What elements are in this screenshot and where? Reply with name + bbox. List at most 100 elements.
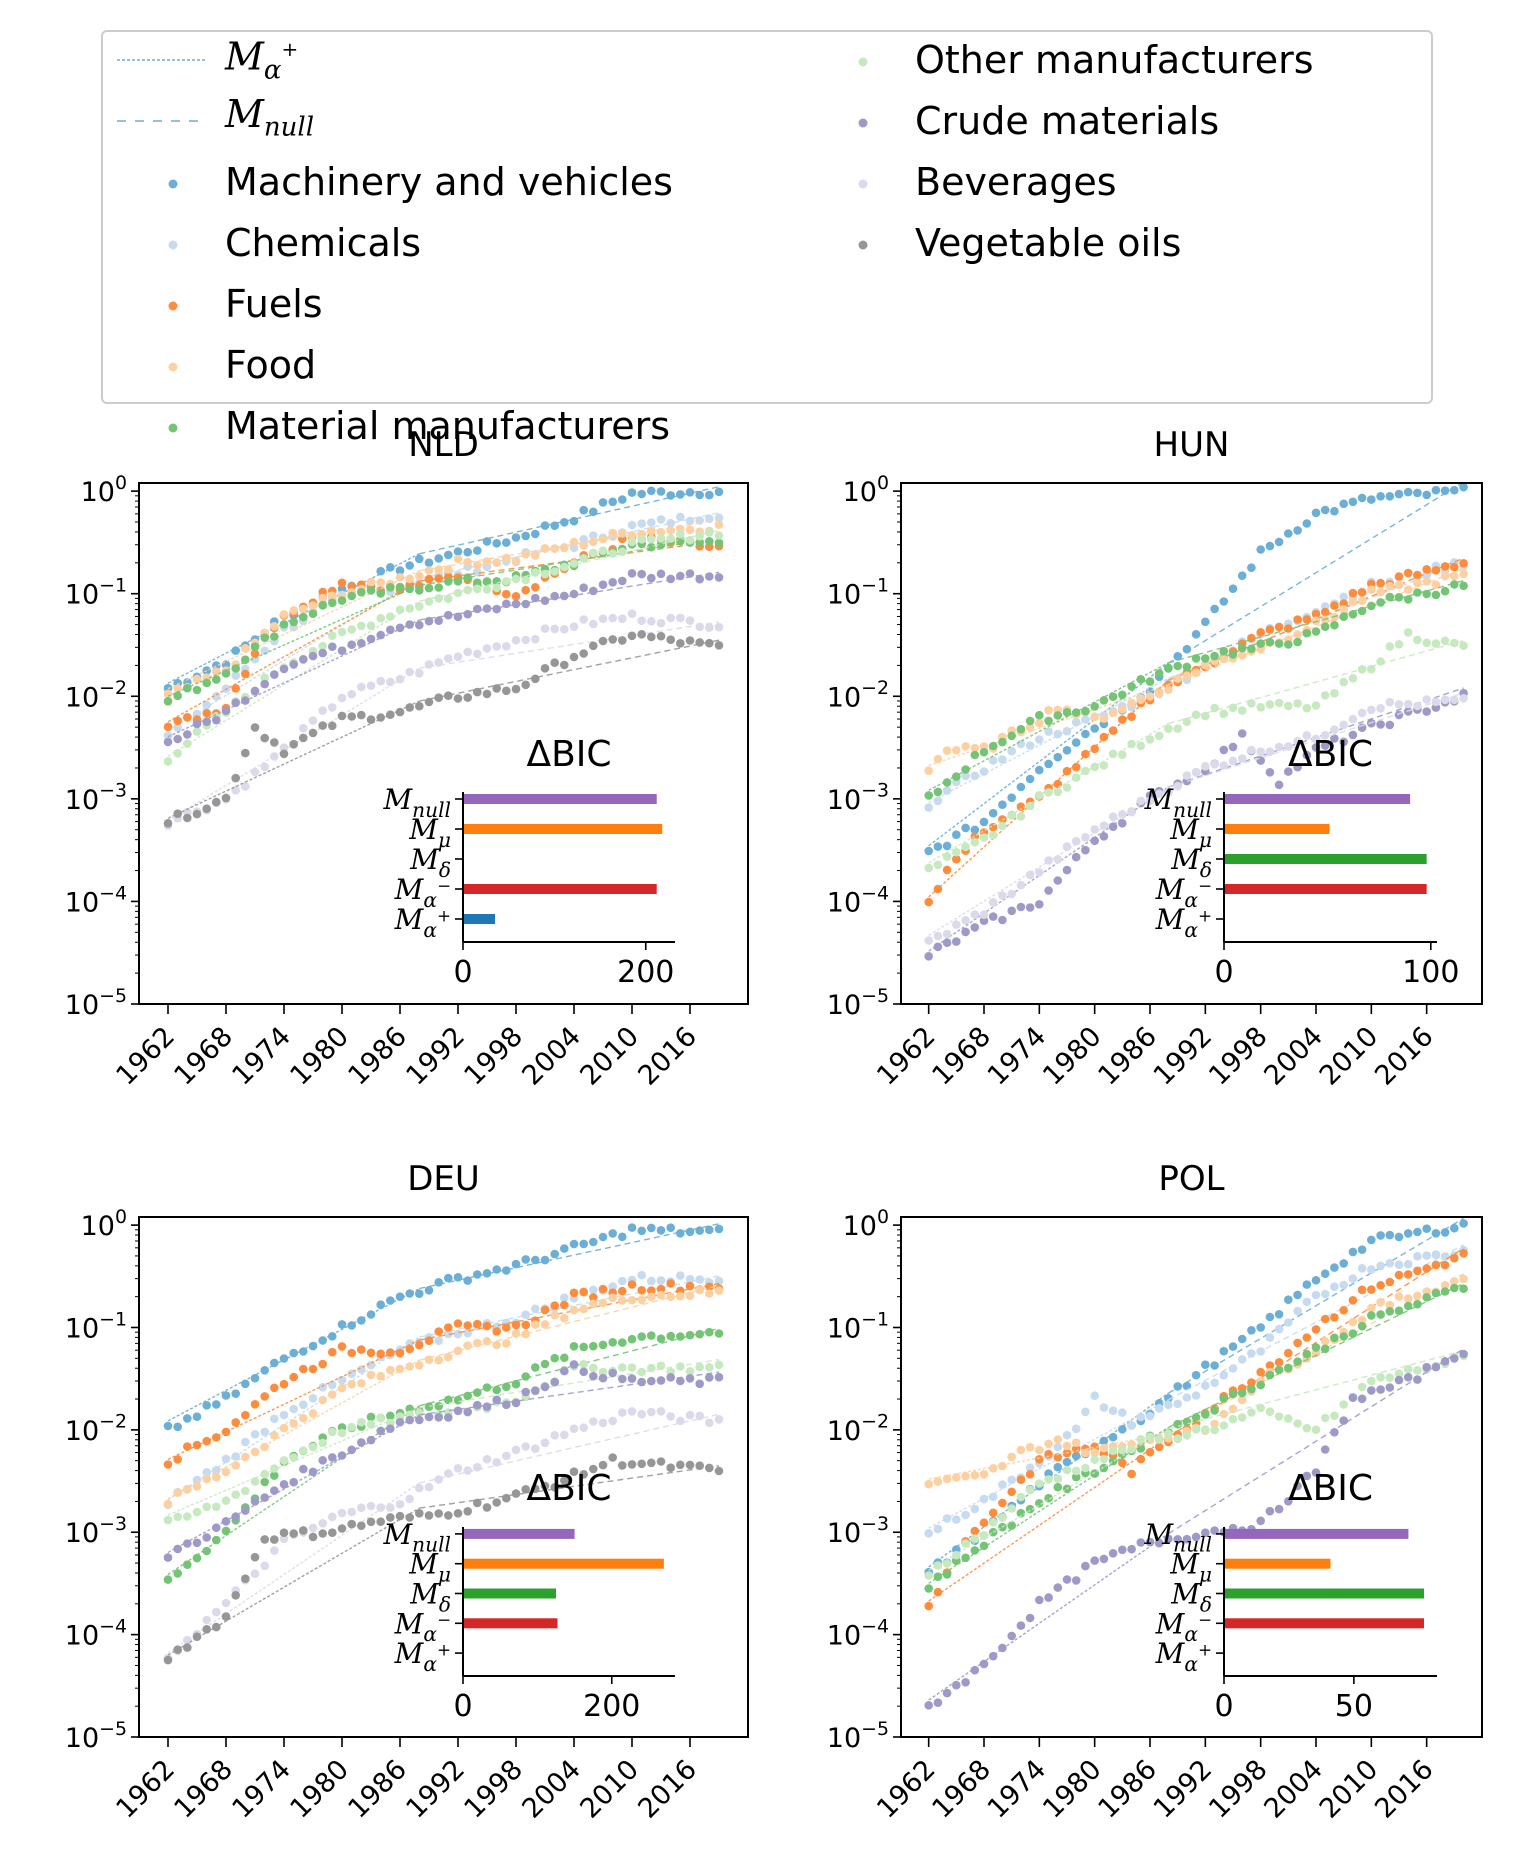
data-point — [1053, 1583, 1063, 1592]
series-crude-materials — [163, 1360, 724, 1562]
data-point — [1237, 1388, 1247, 1398]
data-point — [434, 1401, 444, 1411]
data-point — [579, 505, 588, 515]
data-point — [250, 1569, 260, 1578]
legend-marker-dot — [805, 101, 915, 141]
series-vegetable-oils — [163, 1453, 724, 1665]
data-point — [531, 593, 540, 603]
data-point — [579, 1423, 588, 1432]
data-point — [1376, 492, 1385, 501]
data-point — [685, 1367, 695, 1376]
data-point — [221, 1427, 231, 1437]
fit-line — [167, 600, 420, 757]
data-point — [328, 1380, 337, 1390]
data-point — [231, 1452, 240, 1461]
data-point — [328, 703, 337, 712]
data-point — [1265, 1506, 1275, 1516]
legend-label-model-alpha_plus: Mα+ — [225, 35, 299, 86]
legend-label-chemicals: Chemicals — [225, 221, 422, 265]
data-point — [318, 641, 328, 651]
data-point — [970, 1534, 980, 1543]
data-point — [1182, 771, 1192, 780]
x-tick-label: 1986 — [1092, 1021, 1163, 1092]
data-point — [579, 1239, 588, 1249]
data-point — [337, 1342, 347, 1351]
data-point — [1173, 724, 1182, 733]
series-material-manufacturers — [924, 1282, 1468, 1593]
data-point — [328, 1390, 337, 1399]
data-point — [270, 752, 279, 761]
x-tick-label: 1992 — [400, 1754, 471, 1825]
x-tick-label: 2004 — [516, 1754, 587, 1825]
data-point — [1201, 1410, 1210, 1419]
data-point — [1293, 1419, 1302, 1428]
data-point — [933, 787, 943, 797]
data-point — [942, 1514, 952, 1523]
data-point — [1422, 1293, 1431, 1302]
data-point — [988, 1492, 998, 1502]
data-point — [173, 1488, 182, 1497]
data-point — [521, 1442, 530, 1451]
inset-model-label: Mα− — [394, 1607, 451, 1646]
data-point — [241, 1437, 250, 1447]
data-point — [1348, 610, 1358, 619]
data-point — [933, 931, 943, 941]
data-point — [463, 1276, 473, 1285]
inset-model-label: Mμ — [408, 813, 451, 852]
data-point — [308, 1409, 318, 1418]
data-point — [1044, 1439, 1053, 1449]
data-point — [1191, 768, 1201, 777]
data-point — [308, 1523, 318, 1533]
data-point — [1035, 765, 1044, 775]
data-point — [502, 1493, 511, 1503]
data-point — [163, 819, 173, 828]
data-point — [979, 767, 989, 776]
data-point — [415, 1289, 424, 1298]
data-point — [173, 723, 182, 732]
data-point — [502, 538, 511, 547]
data-point — [714, 538, 724, 548]
data-point — [366, 621, 376, 630]
data-point — [1339, 499, 1348, 509]
data-point — [1256, 1323, 1265, 1332]
data-point — [1016, 1621, 1026, 1630]
data-point — [357, 1345, 366, 1354]
data-point — [1237, 643, 1247, 653]
data-point — [1403, 1259, 1413, 1269]
data-point — [1145, 1432, 1155, 1442]
data-point — [434, 554, 444, 563]
data-point — [952, 1515, 961, 1524]
fit-line — [1168, 481, 1464, 664]
data-point — [1164, 724, 1173, 733]
data-point — [173, 1422, 182, 1432]
data-point — [270, 1358, 279, 1368]
data-point — [473, 604, 482, 614]
data-point — [1385, 642, 1395, 651]
data-point — [666, 1331, 675, 1341]
data-point — [579, 1367, 588, 1377]
data-point — [1127, 1469, 1136, 1479]
data-point — [560, 1244, 569, 1253]
data-point — [1413, 1375, 1422, 1384]
data-point — [202, 1533, 211, 1542]
data-point — [444, 691, 453, 700]
data-point — [1376, 1310, 1385, 1319]
data-point — [1007, 746, 1016, 756]
x-tick-label: 2016 — [632, 1021, 703, 1092]
data-point — [1367, 1235, 1376, 1245]
data-point — [521, 635, 530, 645]
series-crude-materials — [163, 569, 724, 747]
data-point — [231, 1461, 240, 1470]
data-point — [1118, 1545, 1127, 1555]
data-point — [1339, 1332, 1348, 1341]
data-point — [952, 772, 961, 781]
data-point — [1376, 1231, 1385, 1240]
data-point — [933, 1524, 943, 1534]
data-point — [299, 723, 308, 733]
data-point — [1357, 1285, 1367, 1295]
data-point — [618, 1276, 627, 1286]
data-point — [685, 569, 695, 578]
fit-line — [167, 584, 420, 697]
data-point — [386, 1348, 395, 1357]
data-point — [560, 518, 569, 527]
